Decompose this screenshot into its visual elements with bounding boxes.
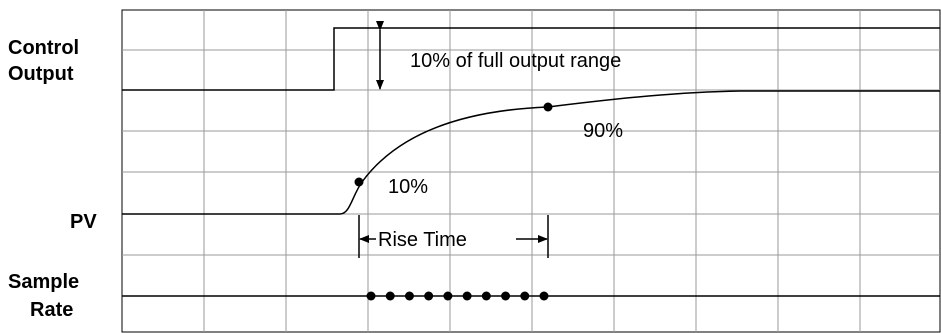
pv-label: PV	[70, 211, 97, 233]
control-output-label-line1: Control	[8, 37, 79, 59]
control-output-signal	[122, 27, 940, 91]
sample-dot	[366, 291, 376, 301]
sample-dot	[481, 291, 491, 301]
sample-dot	[404, 291, 414, 301]
plot-frame	[121, 9, 941, 333]
pv-signal	[122, 90, 940, 215]
sample-dot	[385, 291, 395, 301]
sample-dot	[424, 291, 434, 301]
pv-90-percent-point	[543, 102, 553, 112]
sample-rate-label-line1: Sample	[8, 271, 79, 293]
sample-dots	[366, 291, 549, 301]
control-output-label-line2: Output	[8, 63, 74, 85]
sample-dot	[539, 291, 549, 301]
sample-dot	[520, 291, 530, 301]
sample-dot	[501, 291, 511, 301]
output-step-annotation: 10% of full output range	[410, 50, 621, 72]
pct-10-label: 10%	[388, 176, 428, 198]
rise-time-label: Rise Time	[378, 229, 467, 251]
pv-10-percent-point	[354, 177, 364, 187]
pct-90-label: 90%	[583, 120, 623, 142]
sample-dot	[443, 291, 453, 301]
sample-dot	[462, 291, 472, 301]
sample-rate-label-line2: Rate	[30, 299, 73, 321]
